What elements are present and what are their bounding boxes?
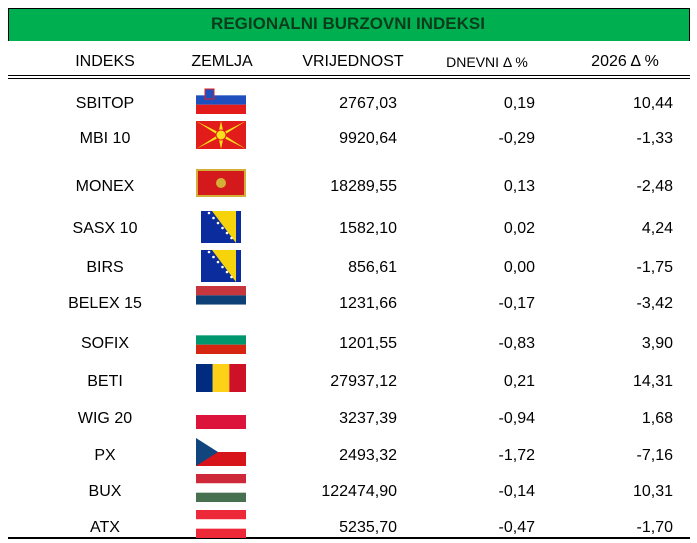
flag-part <box>196 364 213 392</box>
flag-part <box>225 231 229 235</box>
index-name: MBI 10 <box>79 130 131 147</box>
index-name: SBITOP <box>75 95 135 112</box>
flag-part <box>212 211 236 243</box>
flag-part <box>196 492 246 502</box>
flag-part <box>196 104 246 114</box>
daily-change: -0,14 <box>498 483 535 500</box>
column-header: DNEVNI Δ % <box>446 54 528 70</box>
daily-change: -0,47 <box>498 519 535 536</box>
daily-change: -0,83 <box>498 335 535 352</box>
flag-part <box>216 178 226 188</box>
ytd-change: -7,16 <box>636 447 673 464</box>
daily-change: 0,13 <box>503 178 535 195</box>
flag-part <box>221 226 224 230</box>
index-value: 2767,03 <box>339 95 397 112</box>
header-rule <box>8 78 690 79</box>
header-bar <box>8 41 690 75</box>
flag-part <box>196 344 246 354</box>
flag-part <box>215 129 227 141</box>
index-value: 1231,66 <box>339 295 397 312</box>
column-header: ZEMLJA <box>191 53 253 70</box>
ytd-change: 3,90 <box>641 335 673 352</box>
flag-part <box>207 211 211 215</box>
ytd-change: 10,31 <box>632 483 673 500</box>
index-name: BETI <box>87 373 123 390</box>
flag-part <box>196 95 246 105</box>
daily-change: -1,72 <box>498 447 535 464</box>
flag-part <box>196 483 246 493</box>
flag-part <box>212 250 236 282</box>
index-name: PX <box>94 447 116 464</box>
ytd-change: -3,42 <box>636 295 673 312</box>
ytd-change: 10,44 <box>632 95 673 112</box>
flag-part <box>212 216 215 220</box>
daily-change: -0,17 <box>498 295 535 312</box>
flag-part <box>196 474 246 484</box>
flag-part <box>216 221 220 225</box>
ytd-change: -1,33 <box>636 130 673 147</box>
column-header: INDEKS <box>75 53 135 70</box>
flag-part <box>196 519 246 529</box>
daily-change: -0,29 <box>498 130 535 147</box>
flag-part <box>196 335 246 345</box>
daily-change: 0,02 <box>503 220 535 237</box>
flag-part <box>216 260 220 264</box>
header-rule <box>8 75 690 76</box>
flag-part <box>221 265 224 269</box>
flag-part <box>229 364 246 392</box>
daily-change: 0,21 <box>503 373 535 390</box>
index-name: BELEX 15 <box>68 295 142 312</box>
flag-part <box>196 326 246 336</box>
flag-part <box>196 415 246 429</box>
index-name: ATX <box>90 519 120 536</box>
index-value: 9920,64 <box>339 130 397 147</box>
index-value: 122474,90 <box>321 483 397 500</box>
flag-part <box>212 255 215 259</box>
index-name: BUX <box>88 483 122 500</box>
daily-change: 0,00 <box>503 259 535 276</box>
flag-part <box>196 510 246 520</box>
flag-part <box>225 270 229 274</box>
flag-part <box>230 236 233 240</box>
index-name: MONEX <box>75 178 135 195</box>
ytd-change: 4,24 <box>641 220 673 237</box>
bottom-rule <box>8 537 690 539</box>
daily-change: 0,19 <box>503 95 535 112</box>
flag-part <box>212 364 230 392</box>
flag-part <box>207 250 211 254</box>
table-title: REGIONALNI BURZOVNI INDEKSI <box>211 14 485 33</box>
index-value: 2493,32 <box>339 447 397 464</box>
index-value: 27937,12 <box>330 373 397 390</box>
flag-part <box>230 275 233 279</box>
column-header: 2026 Δ % <box>591 53 659 70</box>
flag-part <box>196 438 218 466</box>
index-value: 5235,70 <box>339 519 397 536</box>
flag-part <box>196 86 246 96</box>
daily-change: -0,94 <box>498 410 535 427</box>
flag-part <box>196 528 246 538</box>
index-name: SASX 10 <box>72 220 138 237</box>
flag-part <box>196 401 246 415</box>
ytd-change: -2,48 <box>636 178 673 195</box>
index-value: 18289,55 <box>330 178 397 195</box>
index-value: 1201,55 <box>339 335 397 352</box>
title-bar <box>8 8 690 42</box>
index-value: 1582,10 <box>339 220 397 237</box>
ytd-change: -1,70 <box>636 519 673 536</box>
flag-part <box>196 295 246 305</box>
flag-part <box>196 286 246 296</box>
ytd-change: 1,68 <box>641 410 673 427</box>
flag-part <box>204 88 215 100</box>
index-name: WIG 20 <box>77 410 133 427</box>
flag-part <box>196 304 246 314</box>
index-value: 856,61 <box>348 259 397 276</box>
index-name: BIRS <box>86 259 124 276</box>
index-name: SOFIX <box>80 335 130 352</box>
column-header: VRIJEDNOST <box>302 53 404 70</box>
index-value: 3237,39 <box>339 410 397 427</box>
ytd-change: -1,75 <box>636 259 673 276</box>
ytd-change: 14,31 <box>632 373 673 390</box>
